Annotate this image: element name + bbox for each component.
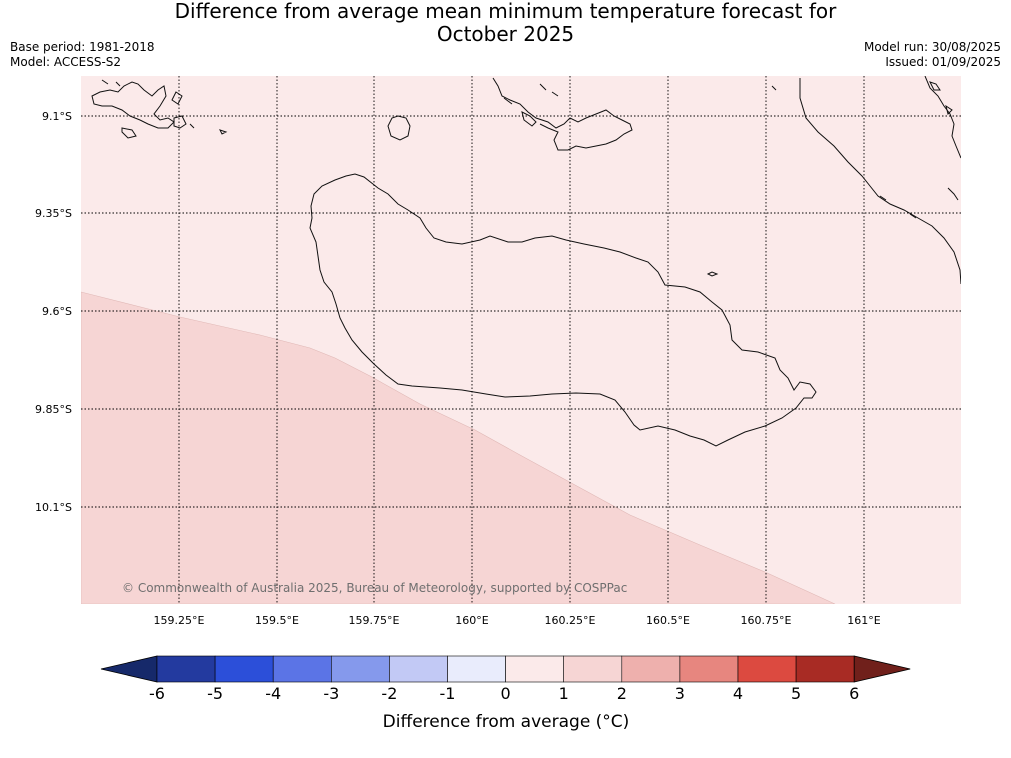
- issued-label: Issued: 01/09/2025: [885, 55, 1001, 69]
- colorbar-segment: [679, 655, 739, 683]
- lat-label: 9.85°S: [35, 403, 72, 416]
- colorbar-tick-label: -5: [207, 684, 223, 703]
- right-metadata: Model run: 30/08/2025 Issued: 01/09/2025: [864, 40, 1001, 70]
- lon-label: 160°E: [455, 614, 488, 627]
- model-label: Model: ACCESS-S2: [10, 55, 122, 69]
- lat-label: 9.35°S: [35, 207, 72, 220]
- colorbar-segment: [737, 655, 797, 683]
- lon-label: 160.5°E: [646, 614, 690, 627]
- coastline-russell-islands: [91, 81, 175, 129]
- anomaly-region-1-to-2: [81, 291, 836, 604]
- colorbar-tick-label: -3: [323, 684, 339, 703]
- coastlines: [91, 76, 961, 447]
- coastline-malaita-islets: [771, 81, 953, 219]
- colorbar-tick-labels: -6 -5 -4 -3 -2 -1 0 1 2 3 4 5 6: [149, 684, 859, 703]
- coastline-malaita: [799, 78, 961, 285]
- lon-label: 160.25°E: [545, 614, 596, 627]
- coastline-small-islet: [706, 271, 719, 277]
- colorbar-tick-label: 4: [733, 684, 743, 703]
- colorbar-tick-label: 0: [501, 684, 511, 703]
- forecast-map: © Commonwealth of Australia 2025, Bureau…: [35, 76, 961, 627]
- lat-label: 9.6°S: [42, 305, 72, 318]
- longitude-labels: 159.25°E 159.5°E 159.75°E 160°E 160.25°E…: [154, 614, 881, 627]
- lon-label: 159.25°E: [154, 614, 205, 627]
- colorbar-tick-label: 1: [559, 684, 569, 703]
- colorbar-segment: [214, 655, 274, 683]
- colorbar-tick-label: 2: [617, 684, 627, 703]
- colorbar-segment: [795, 655, 855, 683]
- colorbar-under-arrow: [100, 655, 158, 683]
- colorbar-segment: [272, 655, 332, 683]
- colorbar-segment: [563, 655, 623, 683]
- colorbar-segment: [505, 655, 565, 683]
- colorbar-tick-label: -6: [149, 684, 165, 703]
- colorbar-segment: [156, 655, 216, 683]
- coastline-nggela-islets: [503, 83, 559, 127]
- lat-label: 9.1°S: [42, 110, 72, 123]
- model-run-label: Model run: 30/08/2025: [863, 40, 1001, 54]
- map-title: Difference from average mean minimum tem…: [0, 0, 1011, 46]
- left-metadata: Base period: 1981-2018 Model: ACCESS-S2: [10, 40, 155, 70]
- colorbar-segment: [330, 655, 390, 683]
- lon-label: 161°E: [847, 614, 880, 627]
- colorbar-segment: [389, 655, 448, 683]
- coastline-savo-island: [387, 115, 411, 141]
- lat-label: 10.1°S: [35, 501, 72, 514]
- colorbar-tick-label: -1: [440, 684, 456, 703]
- colorbar-tick-label: 5: [791, 684, 801, 703]
- gridlines: [81, 76, 961, 604]
- colorbar-tick-label: 6: [849, 684, 859, 703]
- coastline-russell-islets: [101, 79, 228, 139]
- copyright-notice: © Commonwealth of Australia 2025, Bureau…: [122, 581, 627, 595]
- colorbar-label: Difference from average (°C): [383, 712, 630, 732]
- colorbar-tick-label: -2: [381, 684, 397, 703]
- latitude-labels: 9.1°S 9.35°S 9.6°S 9.85°S 10.1°S: [35, 110, 72, 514]
- colorbar-tick-label: -4: [265, 684, 281, 703]
- colorbar-segment: [447, 655, 506, 683]
- lon-label: 159.75°E: [349, 614, 400, 627]
- coastline-guadalcanal: [309, 173, 817, 447]
- colorbar-segments: [100, 655, 911, 683]
- map-title-line2: October 2025: [436, 22, 575, 46]
- lon-label: 160.75°E: [741, 614, 792, 627]
- base-period-label: Base period: 1981-2018: [10, 40, 155, 54]
- lon-label: 159.5°E: [255, 614, 299, 627]
- colorbar-tick-label: 3: [675, 684, 685, 703]
- colorbar-segment: [621, 655, 681, 683]
- map-title-line1: Difference from average mean minimum tem…: [174, 0, 837, 23]
- colorbar-over-arrow: [853, 655, 911, 683]
- coastline-malaita-north: [924, 76, 961, 201]
